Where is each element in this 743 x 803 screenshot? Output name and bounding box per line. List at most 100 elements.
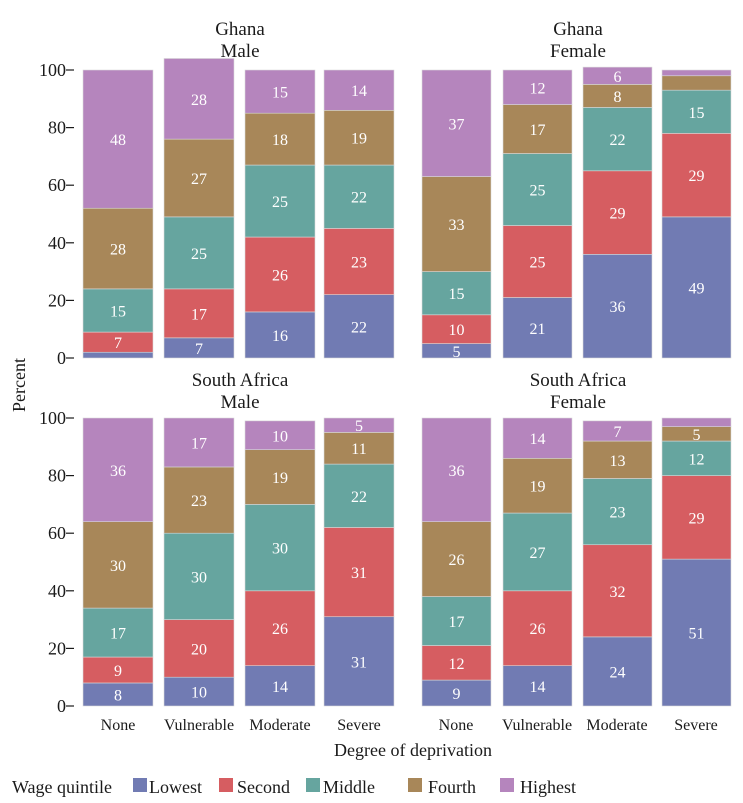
data-label: 23 (351, 255, 367, 272)
data-label: 26 (449, 552, 465, 569)
bar-segment-lowest (323, 294, 395, 359)
data-label: 20 (191, 641, 207, 658)
legend-swatch-highest (500, 778, 514, 792)
bar-segment-highest (323, 417, 395, 433)
legend-title: Wage quintile (12, 777, 112, 797)
data-label: 36 (610, 299, 626, 316)
bar-segment-middle (82, 288, 154, 333)
legend-label: Fourth (428, 777, 476, 797)
data-label: 22 (351, 319, 367, 336)
data-label: 51 (689, 626, 705, 643)
panel-2: 8 9 17 30 36 10 20 30 23 17 14 26 30 19 10 31 31 22 11 5 (82, 417, 395, 707)
x-tick-label: Moderate (586, 717, 647, 734)
data-label: 14 (272, 679, 288, 696)
data-label: 30 (272, 541, 288, 558)
data-label: 15 (272, 85, 288, 102)
y-tick-label: 100 (39, 60, 66, 80)
bar-segment-middle (244, 504, 316, 592)
data-label: 26 (272, 621, 288, 638)
y-axis-ticks-top: 0 20 40 60 80 100 (39, 60, 74, 368)
bar-segment-fourth (244, 449, 316, 505)
y-tick-label: 20 (48, 290, 66, 310)
x-tick-label: None (439, 717, 474, 734)
panel-title-ghana-male: Ghana Male (215, 19, 265, 62)
bar-segment-fourth (323, 110, 395, 166)
bar-segment-highest (323, 69, 395, 111)
data-label: 30 (191, 569, 207, 586)
legend: Wage quintile Lowest Second Middle Fourt… (12, 777, 576, 797)
y-tick-label: 40 (48, 233, 66, 253)
panel-title-south-africa-female: South Africa Female (530, 370, 627, 413)
data-label: 19 (351, 131, 367, 148)
data-label: 22 (351, 489, 367, 506)
bar-segment-highest (582, 66, 653, 85)
y-tick-label: 80 (48, 466, 66, 486)
bar-segment-second (244, 590, 316, 666)
data-label: 19 (272, 470, 288, 487)
bar-segment-highest (421, 417, 492, 522)
x-axis-categories-right: None Vulnerable Moderate Severe (439, 717, 718, 734)
panel-title-line2: Female (550, 41, 606, 62)
legend-item-middle: Middle (306, 777, 375, 797)
bar-moderate: 24 32 23 13 7 (582, 420, 653, 707)
y-axis-label: Percent (9, 358, 29, 412)
bar-segment-lowest (82, 351, 154, 359)
data-label: 7 (114, 335, 122, 352)
data-label: 28 (110, 242, 126, 259)
data-label: 36 (449, 463, 465, 480)
data-label: 49 (689, 280, 705, 297)
bar-none: 8 9 17 30 36 (82, 417, 154, 707)
bar-segment-highest (82, 69, 154, 209)
data-label: 17 (530, 122, 546, 139)
data-label: 11 (351, 441, 366, 458)
data-label: 23 (191, 493, 207, 510)
data-label: 26 (272, 267, 288, 284)
data-label: 5 (453, 344, 461, 361)
bar-severe: 49 29 15 (661, 69, 732, 359)
bar-severe: 31 31 22 11 5 (323, 417, 395, 707)
panel-title-south-africa-male: South Africa Male (192, 370, 289, 413)
bar-segment-fourth (661, 75, 732, 91)
data-label: 26 (530, 621, 546, 638)
bar-segment-second (582, 544, 653, 638)
data-label: 33 (449, 217, 465, 234)
bar-segment-middle (244, 164, 316, 238)
bar-segment-highest (163, 417, 235, 468)
bar-segment-fourth (421, 176, 492, 272)
x-tick-label: Moderate (249, 717, 310, 734)
bar-segment-lowest (323, 616, 395, 707)
bar-segment-highest (502, 417, 573, 459)
bar-segment-lowest (502, 665, 573, 707)
bar-segment-second (661, 133, 732, 218)
data-label: 36 (110, 463, 126, 480)
data-label: 6 (614, 69, 622, 86)
data-label: 14 (351, 83, 367, 100)
panel-1: 5 10 15 33 37 21 25 25 17 12 36 29 22 8 6 49 29 15 (421, 66, 732, 361)
bar-segment-highest (661, 417, 732, 427)
bar-segment-fourth (502, 458, 573, 514)
y-tick-label: 100 (39, 408, 66, 428)
bar-segment-middle (163, 216, 235, 290)
bar-segment-fourth (244, 112, 316, 166)
legend-swatch-second (219, 778, 233, 792)
x-tick-label: Vulnerable (502, 717, 572, 734)
data-label: 14 (530, 679, 546, 696)
data-label: 25 (191, 246, 207, 263)
bar-segment-lowest (244, 311, 316, 359)
x-tick-label: Vulnerable (164, 717, 234, 734)
panel-title-line1: South Africa (530, 370, 627, 391)
panel-title-line2: Male (220, 41, 259, 62)
y-tick-label: 60 (48, 523, 66, 543)
bar-segment-second (502, 590, 573, 666)
bar-segment-fourth (163, 138, 235, 218)
bar-none: 5 10 15 33 37 (421, 69, 492, 361)
bar-segment-second (323, 527, 395, 618)
bar-segment-second (502, 225, 573, 298)
bar-segment-middle (582, 478, 653, 546)
legend-label: Second (237, 777, 290, 797)
data-label: 17 (191, 306, 207, 323)
bar-segment-highest (502, 69, 573, 105)
legend-item-second: Second (219, 777, 290, 797)
bar-segment-lowest (502, 297, 573, 359)
data-label: 22 (351, 190, 367, 207)
